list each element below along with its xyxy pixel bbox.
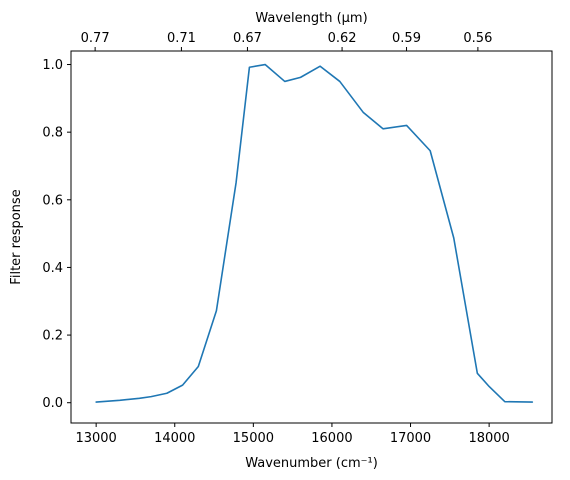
top-tick-label: 0.59 xyxy=(392,31,421,46)
top-tick-label: 0.71 xyxy=(167,31,196,46)
x-tick-label: 17000 xyxy=(390,431,431,446)
top-tick-label: 0.62 xyxy=(328,31,357,46)
top-tick-label: 0.56 xyxy=(463,31,492,46)
y-tick-label: 0.6 xyxy=(42,193,63,208)
y-tick-label: 0.2 xyxy=(42,329,63,344)
top-axis-label: Wavelength (μm) xyxy=(255,11,367,26)
plot-area xyxy=(70,50,553,424)
top-tick-label: 0.67 xyxy=(233,31,262,46)
y-tick-label: 0.0 xyxy=(42,396,63,411)
x-tick-label: 15000 xyxy=(233,431,274,446)
x-axis-ticks: 13000 14000 15000 16000 17000 18000 xyxy=(75,423,510,446)
y-tick-label: 0.8 xyxy=(42,126,63,141)
top-tick-label: 0.77 xyxy=(81,31,110,46)
x-tick-label: 14000 xyxy=(154,431,195,446)
x-tick-label: 16000 xyxy=(311,431,352,446)
x-axis-label: Wavenumber (cm⁻¹) xyxy=(245,456,378,471)
series-line xyxy=(95,63,534,403)
x-tick-label: 18000 xyxy=(468,431,509,446)
y-axis-ticks: 0.0 0.2 0.4 0.6 0.8 1.0 xyxy=(42,58,71,411)
y-tick-label: 0.4 xyxy=(42,261,63,276)
axes-frame xyxy=(70,50,553,424)
top-axis-ticks: 0.77 0.71 0.67 0.62 0.59 0.56 xyxy=(81,31,492,51)
y-tick-label: 1.0 xyxy=(42,58,63,73)
y-axis-label: Filter response xyxy=(9,189,24,284)
x-tick-label: 13000 xyxy=(75,431,116,446)
